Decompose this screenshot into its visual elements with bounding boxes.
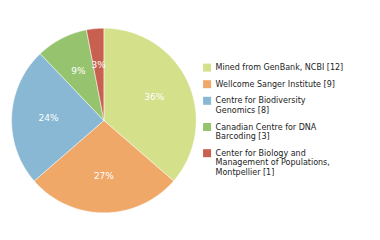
svg-text:Canadian Centre for DNABarcodi: Canadian Centre for DNABarcoding [3] <box>216 123 317 142</box>
svg-text:3%: 3% <box>91 60 106 70</box>
svg-text:9%: 9% <box>71 66 86 76</box>
svg-text:27%: 27% <box>94 171 114 181</box>
svg-text:Centre for BiodiversityGenomic: Centre for BiodiversityGenomics [8] <box>216 96 306 115</box>
svg-text:Mined from GenBank, NCBI [12]: Mined from GenBank, NCBI [12] <box>216 63 344 72</box>
svg-text:Wellcome Sanger Institute [9]: Wellcome Sanger Institute [9] <box>216 80 335 89</box>
svg-text:36%: 36% <box>144 92 164 102</box>
svg-text:24%: 24% <box>39 113 59 123</box>
svg-text:Center for Biology andManageme: Center for Biology andManagement of Popu… <box>216 149 330 177</box>
